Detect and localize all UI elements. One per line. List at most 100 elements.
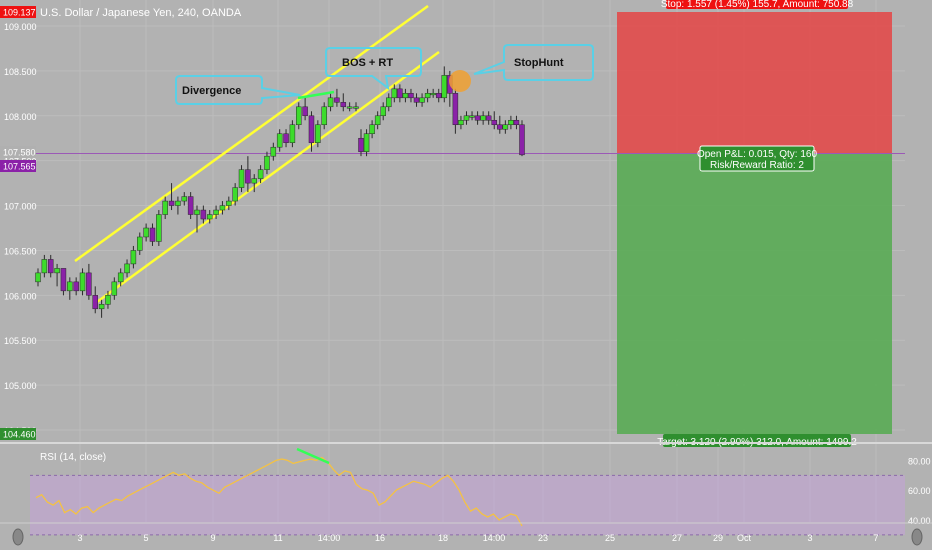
stop-label-background <box>666 0 848 9</box>
time-tick-label: 14:00 <box>318 533 341 543</box>
time-tick-label: 7 <box>873 533 878 543</box>
price-tick-label: 108.000 <box>4 112 37 122</box>
rsi-tick-label: 60.00 <box>908 486 931 496</box>
time-tick-label: 29 <box>713 533 723 543</box>
scroll-right-handle[interactable] <box>911 528 923 546</box>
badge-background <box>0 146 36 158</box>
bull-candle <box>130 250 137 265</box>
bull-candle <box>424 93 431 99</box>
bear-candle <box>452 93 459 126</box>
bull-candle <box>156 214 162 242</box>
bull-candle <box>41 259 48 274</box>
bull-candle <box>162 200 168 215</box>
time-tick-label: Oct <box>737 533 752 543</box>
badge-background <box>0 6 36 18</box>
bull-candle <box>79 272 86 292</box>
rsi-band <box>30 475 905 535</box>
bull-candle <box>363 133 370 152</box>
price-tick-label: 105.000 <box>4 381 37 391</box>
time-tick-label: 16 <box>375 533 385 543</box>
bear-candle <box>485 115 492 121</box>
price-axis-background <box>0 0 30 442</box>
stop-loss-zone[interactable] <box>617 12 892 154</box>
time-tick-label: 25 <box>605 533 615 543</box>
bull-candle <box>213 209 219 215</box>
rsi-axis[interactable]: 80.00 60.00 40.00 <box>908 456 931 526</box>
bull-candle <box>386 97 392 108</box>
bear-candle <box>283 133 289 143</box>
bear-candle <box>397 88 403 99</box>
time-tick-label: 11 <box>273 533 282 543</box>
badge-text: 107.565 <box>3 162 36 172</box>
bull-candle <box>54 268 60 274</box>
bear-candle <box>513 120 520 126</box>
stophunt-marker <box>449 70 471 92</box>
callout-shape <box>473 44 594 81</box>
callout-shape <box>325 47 422 91</box>
rsi-tick-label: 80.00 <box>908 456 931 466</box>
scroll-left-handle[interactable] <box>12 528 24 546</box>
callout-shape <box>175 75 301 105</box>
bull-candle <box>175 200 181 206</box>
badge-background <box>0 428 36 440</box>
channel-lower-line <box>96 50 440 304</box>
bull-candle <box>321 106 327 126</box>
bull-candle <box>402 93 409 99</box>
stophunt-label: StopHunt <box>514 57 564 69</box>
bull-candle <box>137 236 143 251</box>
time-tick-label: 18 <box>438 533 448 543</box>
bull-candle <box>430 93 436 96</box>
bull-candle <box>296 106 302 126</box>
price-tick-label: 109.000 <box>4 22 37 32</box>
bear-candle <box>340 102 347 108</box>
divergence-trendline <box>297 90 335 100</box>
divergence-callout[interactable]: Divergence <box>175 75 301 105</box>
bull-candle <box>419 97 425 103</box>
price-tick-label: 106.500 <box>4 246 37 256</box>
badge-text: 107.580 <box>3 148 36 158</box>
time-tick-label: 23 <box>538 533 548 543</box>
bos-label: BOS + RT <box>342 57 393 69</box>
bull-candle <box>181 196 188 202</box>
bear-candle <box>245 169 251 184</box>
bear-candle <box>60 268 67 292</box>
bull-candle <box>35 272 41 283</box>
bull-candle <box>374 115 381 126</box>
time-axis[interactable]: 3 5 9 11 14:00 16 18 14:00 23 25 27 29 Oct 3 7 <box>0 522 932 543</box>
rsi-indicator-label[interactable]: RSI (14, close) <box>40 452 106 463</box>
bear-candle <box>474 115 481 121</box>
bull-candle <box>380 106 386 117</box>
rsi-line <box>35 456 523 527</box>
bull-candle <box>264 155 270 170</box>
bear-candle <box>435 93 442 99</box>
bear-candle <box>497 124 503 130</box>
stop-label-box: Stop: 1.557 (1.45%) 155.7, Amount: 750.8… <box>661 0 854 10</box>
time-tick-label: 5 <box>143 533 148 543</box>
bear-candle <box>47 259 54 274</box>
stophunt-callout[interactable]: StopHunt <box>473 44 594 81</box>
stop-price-badge: 109.137 <box>0 6 36 18</box>
badge-text: 104.460 <box>3 430 36 440</box>
bull-candle <box>251 178 257 184</box>
bos-callout[interactable]: BOS + RT <box>325 47 422 91</box>
bull-candle <box>219 205 226 211</box>
pnl-label: Open P&L: 0.015, Qty: 160 <box>697 149 818 160</box>
bear-candle <box>187 196 194 215</box>
target-label-box: Target: 3.120 (2.90%) 312.0, Amount: 149… <box>657 434 857 448</box>
time-tick-label: 14:00 <box>483 533 506 543</box>
bull-candle <box>143 227 149 238</box>
bull-candle <box>270 146 277 157</box>
rsi-tick-label: 40.00 <box>908 516 931 526</box>
take-profit-zone[interactable] <box>617 153 892 435</box>
bull-candle <box>276 133 283 148</box>
bear-candle <box>92 295 98 310</box>
bull-candle <box>238 169 245 188</box>
price-tick-label: 105.500 <box>4 336 37 346</box>
time-tick-label: 9 <box>210 533 215 543</box>
bull-candle <box>105 295 111 305</box>
bull-candle <box>441 75 448 99</box>
bear-candle <box>413 97 420 103</box>
divergence-label: Divergence <box>182 85 241 97</box>
pnl-label-background <box>699 145 815 172</box>
